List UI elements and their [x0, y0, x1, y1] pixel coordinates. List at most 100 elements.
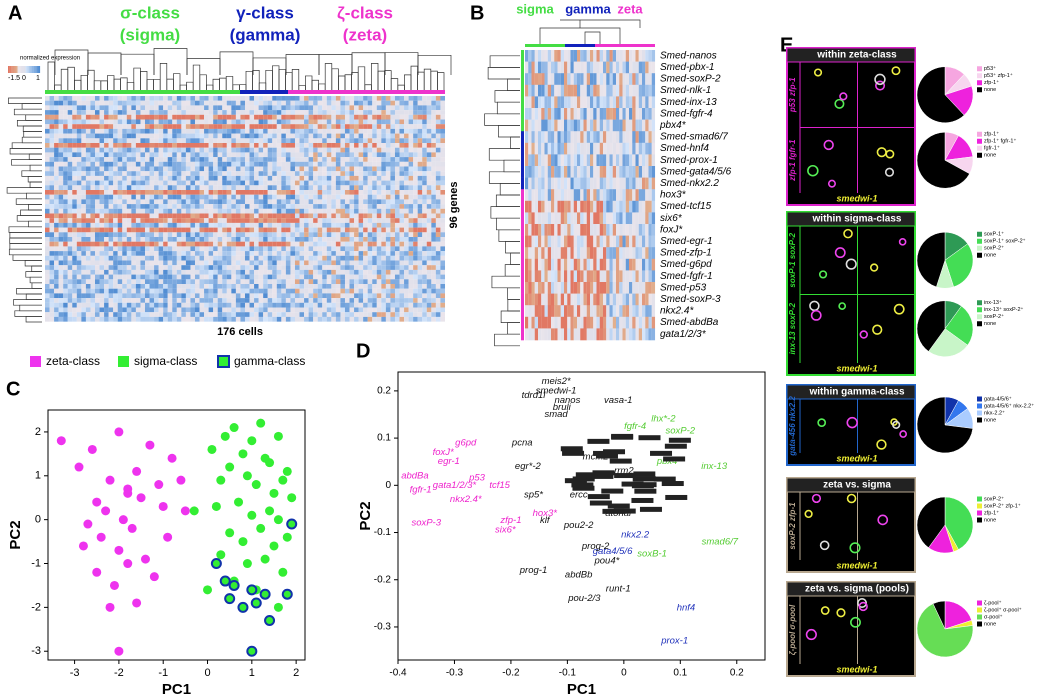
- heat-cell: [426, 157, 432, 162]
- branch: [29, 276, 42, 284]
- heat-cell: [381, 302, 386, 308]
- heat-cell: [81, 124, 86, 129]
- heat-cell: [81, 96, 86, 101]
- heat-cell: [322, 110, 327, 115]
- heat-cell: [190, 96, 196, 101]
- heat-cell: [235, 246, 241, 252]
- heat-cell: [435, 166, 441, 172]
- heat-cell: [638, 142, 643, 155]
- heat-cell: [313, 100, 318, 106]
- heat-cell: [176, 316, 182, 322]
- heat-cell: [290, 274, 296, 280]
- heat-cell: [263, 298, 268, 303]
- heat-cell: [290, 110, 296, 115]
- heat-cell: [590, 50, 594, 62]
- heat-cell: [372, 260, 377, 266]
- heat-cell: [204, 143, 209, 148]
- heat-cell: [199, 166, 205, 172]
- heat-cell: [290, 105, 296, 111]
- heat-cell: [158, 204, 164, 209]
- heat-cell: [149, 284, 155, 289]
- heat-cell: [213, 119, 218, 125]
- heat-cell: [122, 260, 127, 266]
- heat-cell: [322, 128, 327, 134]
- heat-cell: [131, 265, 136, 270]
- heat-cell: [63, 241, 68, 247]
- heat-cell: [363, 133, 368, 139]
- heat-cell: [213, 255, 218, 261]
- heat-cell: [635, 73, 639, 86]
- heat-cell: [135, 284, 141, 289]
- heat-cell: [144, 152, 150, 158]
- heat-cell: [294, 161, 300, 167]
- heat-cell: [390, 232, 396, 238]
- heat-cell: [304, 157, 309, 162]
- heat-cell: [276, 213, 282, 219]
- heat-cell: [72, 161, 77, 167]
- heat-cell: [340, 105, 346, 111]
- heat-cell: [249, 185, 255, 191]
- heat-cell: [272, 265, 277, 270]
- heat-cell: [349, 255, 355, 261]
- heat-cell: [113, 119, 118, 125]
- heat-cell: [267, 298, 273, 303]
- heat-cell: [276, 105, 282, 111]
- heat-cell: [399, 199, 405, 205]
- heat-cell: [226, 166, 232, 172]
- heat-cell: [113, 124, 118, 129]
- heat-cell: [49, 105, 55, 111]
- heat-cell: [163, 312, 168, 317]
- heat-cell: [244, 100, 250, 106]
- heat-cell: [272, 274, 277, 280]
- heat-cell: [254, 288, 259, 294]
- heat-cell: [426, 274, 432, 280]
- heat-cell: [190, 260, 196, 266]
- heat-cell: [226, 316, 232, 322]
- heat-cell: [372, 227, 377, 233]
- heat-cell: [244, 274, 250, 280]
- heat-cell: [131, 255, 136, 261]
- heat-cell: [108, 105, 114, 111]
- heat-cell: [577, 177, 581, 190]
- heat-cell: [58, 312, 64, 317]
- heat-cell: [76, 119, 82, 125]
- class-title: σ-class: [120, 3, 180, 22]
- heat-cell: [573, 108, 578, 120]
- heat-cell: [622, 50, 626, 62]
- heat-cell: [431, 232, 436, 238]
- heat-cell: [577, 50, 581, 62]
- heat-cell: [235, 105, 241, 111]
- heat-cell: [276, 237, 282, 242]
- heat-cell: [413, 246, 418, 252]
- panel-letter: A: [8, 2, 22, 24]
- heat-cell: [648, 50, 652, 62]
- heat-cell: [149, 147, 155, 153]
- heat-cell: [172, 147, 177, 153]
- heat-cell: [122, 133, 127, 139]
- heat-cell: [408, 260, 414, 266]
- heat-cell: [547, 61, 552, 74]
- heat-cell: [534, 119, 539, 132]
- heat-cell: [240, 312, 246, 317]
- heat-cell: [593, 119, 597, 132]
- heat-cell: [45, 222, 50, 228]
- heat-cell: [645, 50, 649, 62]
- heat-cell: [108, 175, 114, 181]
- heat-cell: [603, 177, 607, 190]
- heat-cell: [426, 279, 432, 285]
- heat-cell: [394, 185, 400, 191]
- heat-cell: [113, 208, 118, 214]
- heat-cell: [596, 50, 600, 62]
- heat-cell: [194, 227, 200, 233]
- heat-cell: [204, 208, 209, 214]
- heat-cell: [367, 105, 373, 111]
- heat-cell: [122, 241, 127, 247]
- heat-cell: [385, 96, 391, 101]
- heat-cell: [99, 227, 105, 233]
- heat-cell: [204, 312, 209, 317]
- heat-cell: [394, 128, 400, 134]
- heat-cell: [580, 61, 584, 74]
- heat-cell: [45, 138, 50, 144]
- heat-cell: [85, 138, 91, 144]
- heat-cell: [144, 119, 150, 125]
